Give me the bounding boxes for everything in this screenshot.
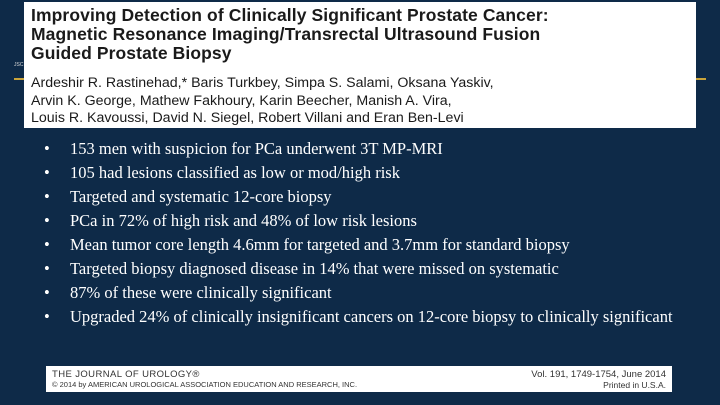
title-line: Improving Detection of Clinically Signif… [31,5,549,25]
journal-name: THE JOURNAL OF UROLOGY® [52,369,200,380]
list-item: • Upgraded 24% of clinically insignifican… [44,305,704,329]
article-header-image: JSC Improving Detection of Clinically Si… [14,2,696,128]
bullet-text: Mean tumor core length 4.6mm for targete… [70,235,570,254]
journal-citation-image: THE JOURNAL OF UROLOGY® © 2014 by AMERIC… [46,366,672,392]
bullet-text: Upgraded 24% of clinically insignificant… [70,307,673,326]
list-item: • Mean tumor core length 4.6mm for target… [44,233,704,257]
bullet-icon: • [44,187,50,206]
bullet-text: 87% of these were clinically significant [70,283,332,302]
author-line: Louis R. Kavoussi, David N. Siegel, Robe… [31,110,464,126]
list-item: • Targeted biopsy diagnosed disease in 14… [44,257,704,281]
bullet-icon: • [44,163,50,182]
bullet-icon: • [44,235,50,254]
list-item: • 87% of these were clinically significan… [44,281,704,305]
bullet-text: Targeted biopsy diagnosed disease in 14%… [70,259,559,278]
bullet-icon: • [44,259,50,278]
title-line: Guided Prostate Biopsy [31,43,232,63]
title-line: Magnetic Resonance Imaging/Transrectal U… [31,24,541,44]
bullet-icon: • [44,211,50,230]
list-item: • 153 men with suspicion for PCa underwen… [44,137,704,161]
volume-info: Vol. 191, 1749-1754, June 2014 [531,369,666,380]
list-item: • PCa in 72% of high risk and 48% of low … [44,209,704,233]
author-line: Ardeshir R. Rastinehad,* Baris Turkbey, … [31,75,494,91]
author-line: Arvin K. George, Mathew Fakhoury, Karin … [31,92,452,109]
side-code: JSC [14,62,24,68]
bullet-icon: • [44,139,50,158]
author-list: Ardeshir R. Rastinehad,* Baris Turkbey, … [31,75,691,128]
paper-title: Improving Detection of Clinically Signif… [31,6,691,63]
bullet-icon: • [44,283,50,302]
bullet-text: PCa in 72% of high risk and 48% of low r… [70,211,417,230]
bullet-text: Targeted and systematic 12-core biopsy [70,187,332,206]
findings-list: • 153 men with suspicion for PCa underwen… [44,137,704,329]
list-item: • Targeted and systematic 12-core biopsy [44,185,704,209]
list-item: • 105 had lesions classified as low or mo… [44,161,704,185]
copyright-line: © 2014 by AMERICAN UROLOGICAL ASSOCIATIO… [52,380,358,389]
bullet-text: 153 men with suspicion for PCa underwent… [70,139,443,158]
bullet-text: 105 had lesions classified as low or mod… [70,163,400,182]
printed-location: Printed in U.S.A. [603,380,666,390]
bullet-icon: • [44,307,50,326]
